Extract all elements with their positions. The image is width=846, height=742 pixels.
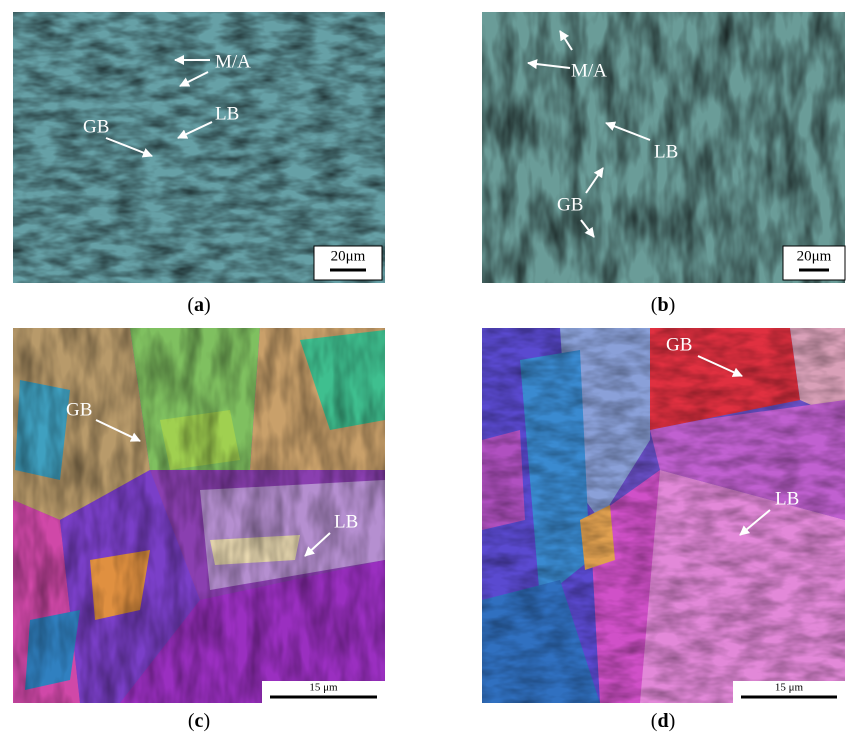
annotation-label: GB	[557, 194, 583, 215]
scale-bar-label: 15 μm	[309, 682, 338, 694]
caption-part: )	[669, 710, 676, 732]
ebsd-map-d	[482, 328, 845, 703]
caption-part: )	[204, 294, 211, 316]
annotation-label: M/A	[571, 60, 607, 81]
micrograph-a	[13, 12, 385, 283]
annotation-label: GB	[666, 334, 692, 355]
annotation-label: LB	[775, 488, 799, 509]
annotation-label: GB	[66, 399, 92, 420]
scale-bar-label: 20μm	[797, 248, 832, 264]
annotation-label: GB	[83, 116, 109, 137]
ebsd-map-c	[13, 328, 385, 703]
annotation-label: LB	[215, 103, 239, 124]
figure: M/A LB GB 20μm (a) M/A LB GB 20μm (b) GB LB 15 μm (c)…	[0, 0, 846, 742]
annotation-label: LB	[654, 141, 678, 162]
caption-part: )	[669, 294, 676, 316]
caption-part: b	[657, 294, 668, 316]
panel-caption: (d)	[651, 710, 675, 732]
caption-part: )	[203, 710, 210, 732]
caption-part: a	[194, 294, 204, 316]
panel-caption: (a)	[187, 294, 210, 316]
annotation-label: LB	[334, 511, 358, 532]
panel-caption: (b)	[651, 294, 675, 316]
scale-bar-label: 20μm	[331, 248, 366, 264]
caption-part: c	[195, 710, 204, 732]
annotation-label: M/A	[215, 51, 251, 72]
scale-bar-label: 15 μm	[775, 682, 804, 694]
caption-part: d	[657, 710, 668, 732]
panel-caption: (c)	[188, 710, 210, 732]
